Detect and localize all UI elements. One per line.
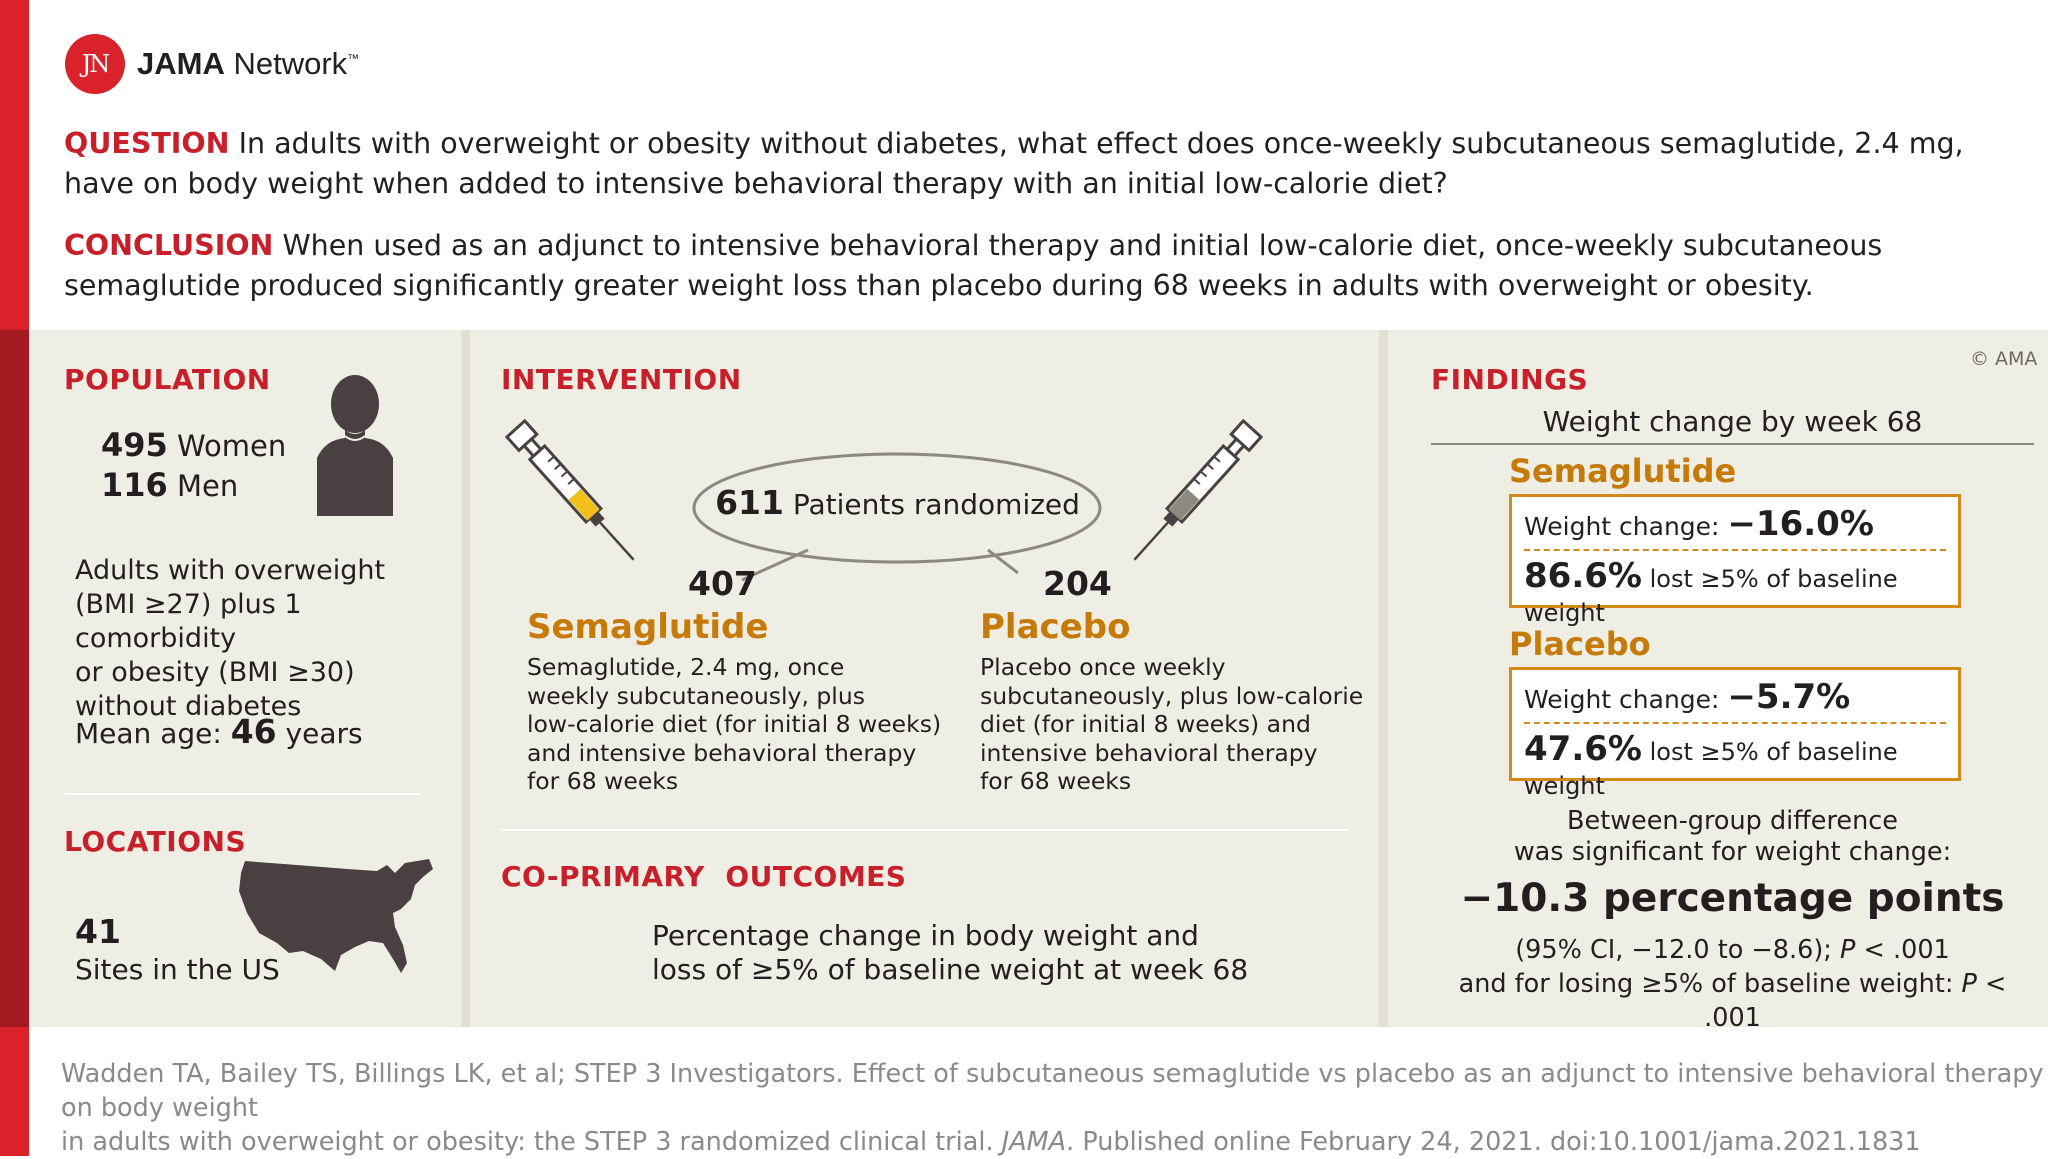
semaglutide-arm-description: Semaglutide, 2.4 mg, once weekly subcuta… — [527, 653, 942, 795]
question-block: QUESTION In adults with overweight or ob… — [64, 124, 2014, 204]
copyright-note: © AMA — [1970, 348, 2038, 370]
placebo-count: 204 — [1043, 564, 1112, 603]
placebo-arm-description: Placebo once weekly subcutaneously, plus… — [980, 653, 1364, 795]
between-group-text: Between-group difference was significant… — [1513, 806, 1952, 867]
placebo-results-box: Weight change: −5.7% 47.6% lost ≥5% of b… — [1509, 667, 1961, 800]
panels: POPULATION 495 Women 116 Men Adults with… — [29, 330, 2048, 1033]
population-heading: POPULATION — [64, 363, 271, 396]
findings-placebo-title: Placebo — [1509, 625, 1651, 663]
conclusion-block: CONCLUSION When used as an adjunct to in… — [64, 226, 2014, 306]
citation-line-1: Wadden TA, Bailey TS, Billings LK, et al… — [61, 1059, 2044, 1123]
locations-count: 41 — [75, 912, 121, 951]
header: JN JAMA Network™ QUESTION In adults with… — [29, 0, 2048, 330]
women-stat: 495 Women — [101, 426, 287, 464]
us-map-icon — [239, 859, 433, 973]
intervention-panel: INTERVENTION — [470, 330, 1379, 1027]
locations-label: Sites in the US — [75, 953, 280, 986]
citation-footer: Wadden TA, Bailey TS, Billings LK, et al… — [29, 1027, 2048, 1157]
semaglutide-syringe-icon — [504, 418, 635, 561]
question-text: In adults with overweight or obesity wit… — [64, 127, 1964, 200]
between-group-difference: −10.3 percentage points — [1460, 876, 2005, 921]
semaglutide-results-box: Weight change: −16.0% 86.6% lost ≥5% of … — [1509, 494, 1961, 627]
population-panel: POPULATION 495 Women 116 Men Adults with… — [29, 330, 461, 1027]
outcomes-text: Percentage change in body weight and los… — [652, 919, 1249, 986]
outcomes-heading: CO-PRIMARY OUTCOMES — [501, 860, 907, 893]
ci-text: (95% CI, −12.0 to −8.6); P < .001 and fo… — [1458, 935, 2007, 1033]
findings-heading: FINDINGS — [1431, 363, 1589, 396]
jn-logo-icon: JN — [65, 34, 125, 94]
conclusion-label: CONCLUSION — [64, 229, 274, 262]
person-icon — [317, 375, 393, 516]
conclusion-text: When used as an adjunct to intensive beh… — [64, 229, 1883, 302]
population-divider — [65, 793, 421, 795]
left-red-bar — [0, 0, 29, 1156]
randomized-count: 611 Patients randomized — [715, 483, 1080, 522]
question-label: QUESTION — [64, 127, 230, 160]
men-stat: 116 Men — [101, 466, 239, 504]
mean-age: Mean age: 46 years — [75, 712, 363, 751]
placebo-syringe-icon — [1133, 418, 1264, 561]
semaglutide-count: 407 — [688, 564, 757, 603]
intervention-divider — [501, 829, 1349, 831]
findings-semaglutide-title: Semaglutide — [1509, 452, 1737, 490]
findings-subtitle: Weight change by week 68 — [1542, 405, 1923, 438]
findings-panel: © AMA FINDINGS Weight change by week 68 … — [1388, 330, 2048, 1033]
jama-network-logo: JN JAMA Network™ — [65, 34, 359, 94]
intervention-heading: INTERVENTION — [501, 363, 742, 396]
locations-heading: LOCATIONS — [64, 825, 247, 858]
citation-line-2: in adults with overweight or obesity: th… — [61, 1127, 1921, 1157]
population-description: Adults with overweight (BMI ≥27) plus 1 … — [75, 555, 386, 722]
placebo-arm-title: Placebo — [980, 607, 1131, 647]
randomization-diagram — [692, 452, 1102, 582]
semaglutide-arm-title: Semaglutide — [527, 607, 769, 647]
